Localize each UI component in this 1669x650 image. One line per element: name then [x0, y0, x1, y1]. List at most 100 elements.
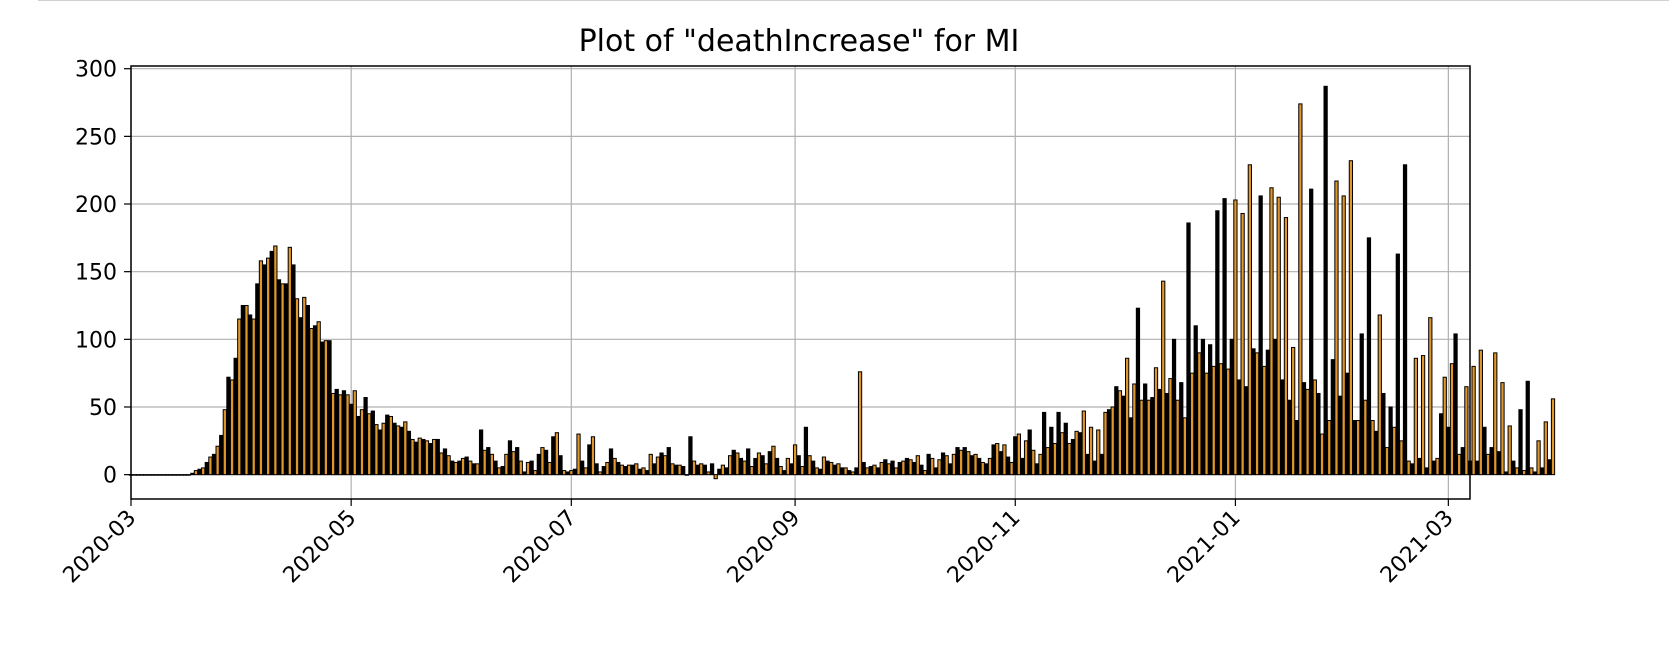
bar [587, 444, 592, 476]
bar [1045, 447, 1050, 476]
bar [240, 305, 246, 476]
x-tick-label: 2021-01 [1163, 506, 1246, 589]
bar [377, 429, 383, 476]
y-axis: 0 50 100 150 200 250 300 [75, 58, 131, 489]
bar [1208, 344, 1213, 476]
bar [1088, 426, 1094, 476]
bar [771, 445, 776, 476]
bar [1099, 453, 1104, 476]
bar [1157, 388, 1162, 476]
bar [460, 457, 466, 476]
bar [511, 451, 516, 476]
bar [922, 470, 928, 476]
bar [1067, 443, 1072, 476]
bar [294, 298, 300, 476]
bar [1485, 453, 1491, 476]
bar [222, 409, 227, 476]
bar [395, 425, 401, 476]
bar [1060, 432, 1065, 476]
bar [1446, 426, 1451, 476]
bar [1305, 388, 1310, 476]
bar [847, 470, 852, 476]
bar [190, 472, 195, 476]
bar [345, 394, 350, 476]
bar [724, 467, 729, 476]
bar [695, 464, 700, 476]
bar [1197, 352, 1202, 476]
bar [919, 464, 924, 476]
bar [1139, 399, 1144, 476]
bar [536, 453, 541, 476]
bar [229, 379, 235, 476]
bar [630, 464, 635, 476]
bar [580, 460, 585, 476]
bar [1034, 463, 1040, 476]
bar [785, 457, 790, 476]
bar [572, 468, 578, 476]
bar [1291, 346, 1296, 476]
bar [1496, 451, 1501, 476]
x-tick-label: 2020-05 [279, 506, 362, 589]
bar [150, 474, 155, 476]
bar [1020, 457, 1025, 476]
bar [789, 463, 794, 476]
bar [1009, 461, 1014, 476]
bar [374, 424, 379, 476]
bar [832, 464, 837, 476]
bar [414, 441, 419, 476]
bar [258, 260, 264, 476]
bar [186, 474, 191, 476]
bar [1240, 212, 1245, 476]
bar [489, 453, 495, 476]
bar [428, 443, 433, 476]
bar [157, 474, 162, 476]
bar [612, 457, 617, 476]
bar [475, 463, 480, 476]
bar [547, 461, 552, 476]
bar [1348, 160, 1354, 476]
bar [619, 464, 624, 476]
bar [1345, 372, 1350, 476]
bar [616, 461, 621, 476]
bar [1269, 187, 1274, 476]
bar [807, 455, 812, 476]
bar [309, 328, 314, 476]
y-tick-label: 250 [75, 125, 117, 150]
bar [1258, 195, 1263, 476]
bar [1327, 420, 1332, 476]
bar [673, 464, 679, 476]
bar [320, 341, 325, 476]
bar [226, 376, 231, 476]
bar [894, 467, 899, 476]
bar [702, 464, 707, 476]
bar [1146, 399, 1151, 476]
bar [247, 314, 253, 476]
bar [525, 461, 531, 476]
bar [139, 474, 144, 476]
bar [854, 467, 859, 476]
bar [774, 457, 780, 476]
bar [634, 463, 639, 476]
bar [1222, 198, 1227, 476]
bar [1023, 440, 1029, 476]
bar [605, 461, 610, 476]
bar [1179, 382, 1184, 476]
bar [183, 474, 188, 476]
bar [800, 466, 805, 476]
bar [146, 474, 152, 476]
bar [1114, 386, 1119, 476]
bar [652, 463, 657, 476]
chart-title: Plot of "deathIncrease" for MI [579, 24, 1020, 59]
bar [576, 433, 581, 476]
y-tick-label: 200 [75, 193, 117, 218]
bar [1402, 164, 1408, 476]
top-border-line [38, 0, 1669, 1]
bar [500, 466, 505, 476]
bar [908, 459, 913, 476]
bar [1229, 338, 1234, 476]
bar [266, 257, 271, 476]
bar [663, 455, 668, 476]
bar [738, 457, 744, 476]
bar [1366, 237, 1372, 476]
bar [1070, 438, 1076, 476]
